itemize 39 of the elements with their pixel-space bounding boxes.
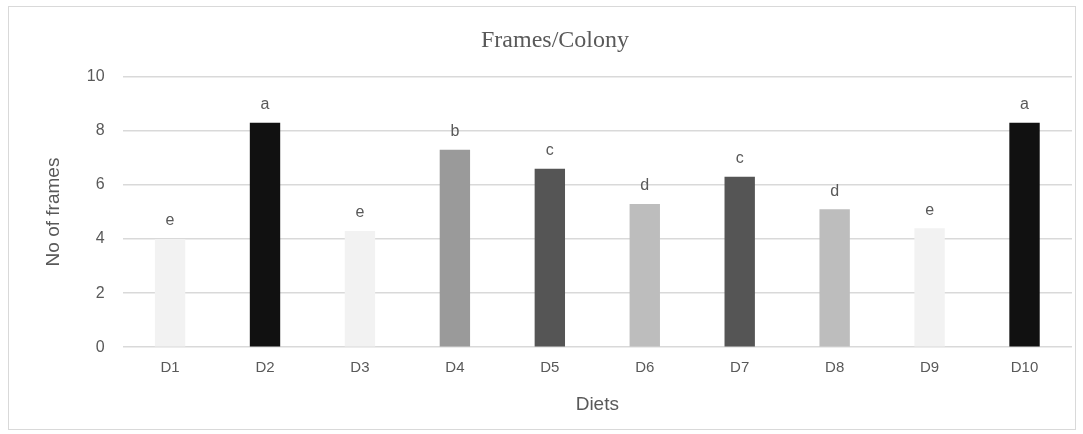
x-tick-label: D5 — [540, 358, 560, 376]
annotation: d — [640, 176, 650, 194]
bar — [724, 176, 755, 347]
annotation: c — [545, 141, 554, 159]
annotation: a — [260, 95, 270, 113]
bar — [439, 149, 471, 347]
x-tick-label: D6 — [635, 358, 655, 376]
bar — [344, 230, 376, 347]
bar — [629, 203, 660, 347]
y-tick-label: 2 — [95, 283, 105, 301]
annotation: d — [830, 181, 840, 199]
annotation: a — [1020, 95, 1030, 113]
x-tick-label: D4 — [445, 358, 465, 376]
y-tick-label: 0 — [95, 337, 105, 355]
x-axis-title: Diets — [575, 392, 619, 414]
annotation: c — [735, 149, 744, 167]
x-tick-label: D2 — [255, 358, 275, 376]
y-tick-label: 10 — [86, 67, 105, 85]
x-tick-label: D7 — [730, 358, 750, 376]
x-tick-label: D1 — [160, 358, 180, 376]
bar — [249, 122, 281, 347]
annotation: e — [165, 211, 175, 229]
bar — [914, 228, 945, 347]
x-tick-label: D3 — [350, 358, 370, 376]
y-tick-label: 8 — [95, 121, 105, 139]
annotation: e — [925, 200, 935, 218]
bar — [819, 209, 850, 347]
x-tick-label: D9 — [920, 358, 940, 376]
y-tick-label: 4 — [95, 229, 105, 247]
y-tick-label: 6 — [95, 175, 105, 193]
bar — [1009, 122, 1040, 347]
y-axis-title: No of frames — [41, 157, 63, 267]
bar — [534, 168, 566, 347]
x-tick-label: D8 — [825, 358, 845, 376]
annotation: b — [450, 122, 460, 140]
x-tick-label: D10 — [1010, 358, 1039, 376]
bar — [154, 239, 186, 347]
chart-title: Frames/Colony — [481, 25, 629, 52]
annotation: e — [355, 203, 365, 221]
